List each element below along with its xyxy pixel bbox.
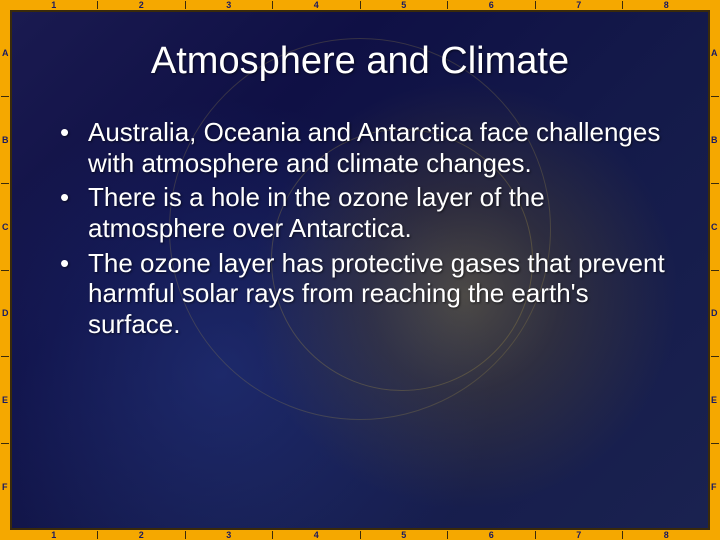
ruler-number-bottom: 1 <box>49 530 59 540</box>
ruler-number-top: 5 <box>399 0 409 10</box>
slide-title: Atmosphere and Climate <box>42 40 678 83</box>
ruler-tick <box>447 531 448 539</box>
ruler-letter-left: D <box>2 308 9 318</box>
ruler-number-top: 1 <box>49 0 59 10</box>
ruler-letter-left: F <box>2 482 8 492</box>
ruler-tick <box>622 531 623 539</box>
ruler-number-bottom: 2 <box>136 530 146 540</box>
ruler-letter-left: A <box>2 48 9 58</box>
ruler-number-bottom: 5 <box>399 530 409 540</box>
ruler-letter-right: B <box>711 135 718 145</box>
bullet-item: There is a hole in the ozone layer of th… <box>60 182 678 243</box>
ruler-number-bottom: 3 <box>224 530 234 540</box>
ruler-letter-right: C <box>711 222 718 232</box>
ruler-number-top: 2 <box>136 0 146 10</box>
ruler-number-top: 6 <box>486 0 496 10</box>
ruler-tick <box>711 96 719 97</box>
bullet-item: Australia, Oceania and Antarctica face c… <box>60 117 678 178</box>
ruler-letter-right: E <box>711 395 717 405</box>
ruler-tick <box>97 531 98 539</box>
ruler-tick <box>360 531 361 539</box>
ruler-number-top: 8 <box>661 0 671 10</box>
ruler-letter-left: E <box>2 395 8 405</box>
ruler-number-bottom: 8 <box>661 530 671 540</box>
ruler-letter-left: B <box>2 135 9 145</box>
ruler-tick <box>360 1 361 9</box>
ruler-number-bottom: 7 <box>574 530 584 540</box>
ruler-tick <box>535 1 536 9</box>
slide: 1 1 2 2 3 3 4 4 5 5 6 6 7 7 8 8 A A B B C C D D E E F F Atmosphere … <box>0 0 720 540</box>
ruler-tick <box>97 1 98 9</box>
ruler-tick <box>711 443 719 444</box>
ruler-number-top: 4 <box>311 0 321 10</box>
ruler-tick <box>622 1 623 9</box>
ruler-tick <box>1 96 9 97</box>
ruler-letter-right: D <box>711 308 718 318</box>
ruler-tick <box>272 1 273 9</box>
ruler-tick <box>1 183 9 184</box>
ruler-tick <box>272 531 273 539</box>
bullet-item: The ozone layer has protective gases tha… <box>60 248 678 340</box>
ruler-tick <box>1 270 9 271</box>
ruler-tick <box>711 270 719 271</box>
ruler-tick <box>535 531 536 539</box>
ruler-tick <box>447 1 448 9</box>
ruler-number-bottom: 6 <box>486 530 496 540</box>
ruler-number-top: 7 <box>574 0 584 10</box>
bullet-list: Australia, Oceania and Antarctica face c… <box>42 117 678 340</box>
slide-content: Atmosphere and Climate Australia, Oceani… <box>12 12 708 528</box>
ruler-letter-right: F <box>711 482 717 492</box>
ruler-number-bottom: 4 <box>311 530 321 540</box>
ruler-tick <box>711 183 719 184</box>
ruler-tick <box>185 1 186 9</box>
ruler-tick <box>1 356 9 357</box>
ruler-tick <box>711 356 719 357</box>
ruler-tick <box>185 531 186 539</box>
ruler-number-top: 3 <box>224 0 234 10</box>
ruler-tick <box>1 443 9 444</box>
ruler-letter-right: A <box>711 48 718 58</box>
ruler-letter-left: C <box>2 222 9 232</box>
